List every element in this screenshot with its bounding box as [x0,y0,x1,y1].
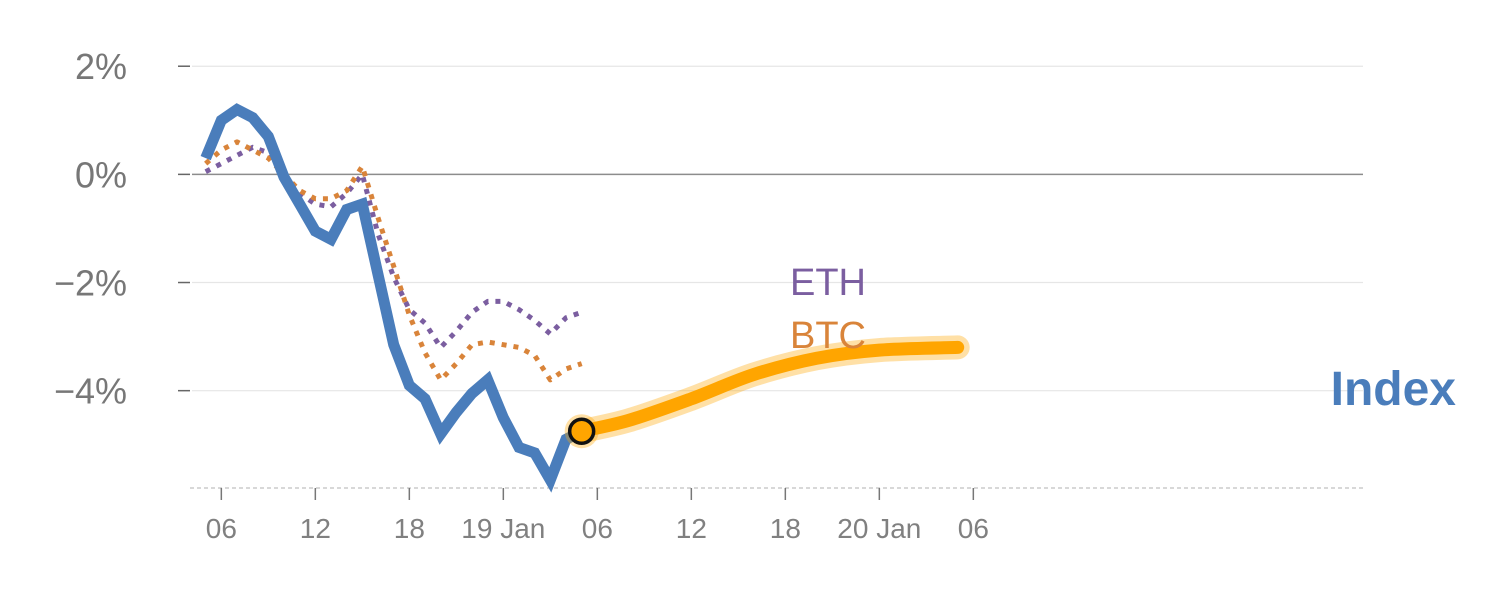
grid [192,65,1363,392]
series-label-btc: BTC [790,315,866,357]
series-line-eth [204,144,583,350]
series [200,103,970,493]
x-tick-label: 06 [582,513,613,544]
series-label-eth: ETH [790,262,866,304]
y-tick-label: −4% [54,371,127,412]
x-tick-label: 06 [206,513,237,544]
y-tick-label: −2% [54,263,127,304]
series-label-index: Index [1331,363,1457,416]
series-line-index [200,103,585,493]
x-tick-label: 18 [394,513,425,544]
series-labels: ETH BTC Index [790,262,1456,416]
x-tick-label: 12 [676,513,707,544]
axes: 2% 0% −2% −4% 06 12 18 19 Jan 06 12 18 20 Jan 06 [54,46,1365,544]
x-tick-label: 12 [300,513,331,544]
current-value-marker [567,417,596,445]
x-tick-label: 18 [770,513,801,544]
x-tick-label: 19 Jan [461,513,545,544]
series-line-btc [204,139,583,383]
series-line-index-forecast [575,340,965,438]
x-tick-label: 06 [958,513,989,544]
y-tick-label: 2% [75,46,127,87]
y-tick-label: 0% [75,154,127,195]
x-tick-label: 20 Jan [837,513,921,544]
